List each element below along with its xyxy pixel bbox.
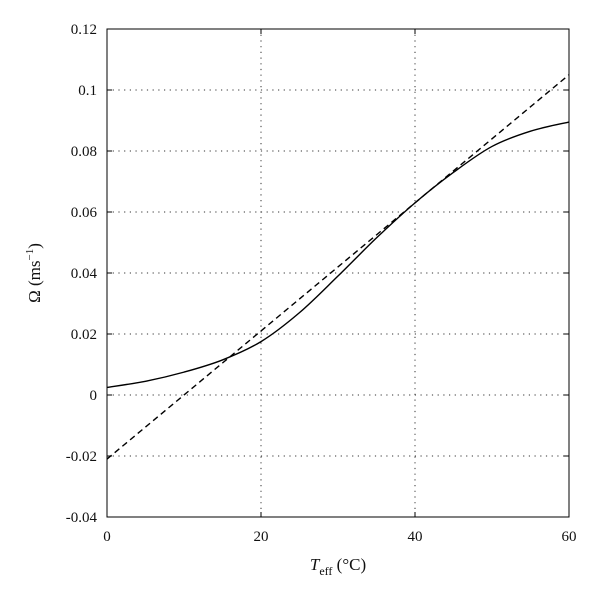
grid-lines <box>107 29 569 517</box>
y-tick-label: 0.04 <box>71 266 98 282</box>
y-tick-label: 0.1 <box>78 83 97 99</box>
y-tick-label: 0.08 <box>71 144 97 160</box>
y-tick-label: 0.02 <box>71 327 97 343</box>
y-tick-label: 0 <box>90 388 98 404</box>
y-tick-label: -0.02 <box>66 449 97 465</box>
y-tick-label: 0.12 <box>71 22 97 38</box>
y-axis-label-main: Ω (ms <box>25 261 44 303</box>
y-axis-label-close: ) <box>25 243 44 249</box>
x-axis-label-main: T <box>310 555 321 574</box>
y-axis-label-sup: −1 <box>24 249 36 261</box>
x-axis-label: Teff (°C) <box>310 555 366 578</box>
x-axis-label-sub: eff <box>319 564 332 578</box>
axis-ticks <box>106 28 570 518</box>
y-tick-label: 0.06 <box>71 205 98 221</box>
x-tick-label: 40 <box>408 529 423 545</box>
series-lines <box>106 74 570 460</box>
y-tick-labels: -0.04 -0.02 0 0.02 0.04 0.06 0.08 0.1 0.12 <box>66 22 98 526</box>
x-tick-label: 0 <box>103 529 111 545</box>
solid-series-line <box>106 121 570 389</box>
x-tick-label: 20 <box>254 529 269 545</box>
dashed-series-line <box>106 74 570 460</box>
x-tick-labels: 0 20 40 60 <box>103 529 576 545</box>
x-tick-label: 60 <box>562 529 577 545</box>
y-tick-label: -0.04 <box>66 510 98 526</box>
y-axis-label: Ω (ms−1) <box>24 243 44 303</box>
x-axis-label-unit: (°C) <box>332 555 366 574</box>
